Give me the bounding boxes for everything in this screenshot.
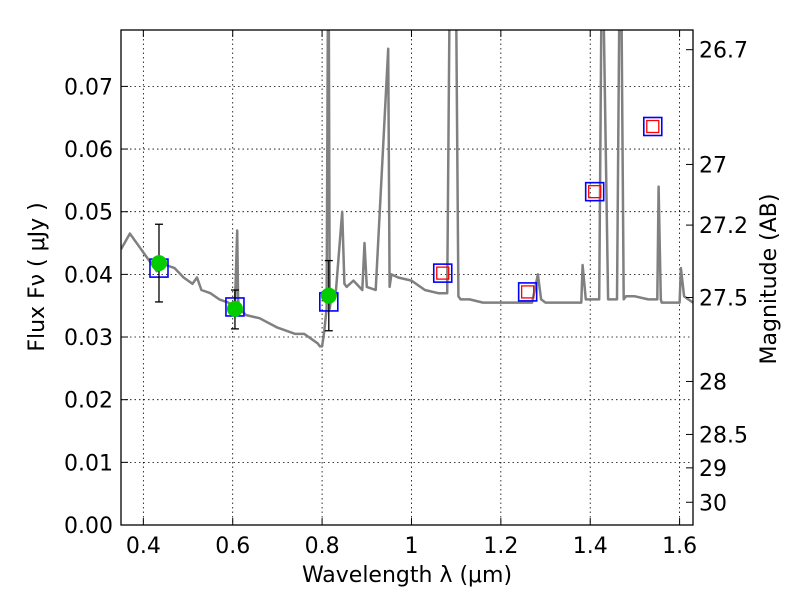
model-red-square bbox=[588, 185, 602, 199]
y2-tick-label: 27.5 bbox=[699, 287, 748, 312]
points-layer bbox=[149, 116, 663, 332]
observed-data-point bbox=[226, 300, 243, 317]
model-blue-square bbox=[584, 181, 605, 202]
x-tick-label: 1 bbox=[404, 534, 418, 559]
x-tick-label: 0.8 bbox=[305, 534, 340, 559]
y-axis-ticks: 0.00 0.01 0.02 0.03 0.04 0.05 0.06 0.07 bbox=[64, 75, 128, 539]
model-blue-square bbox=[517, 282, 538, 302]
plot-frame bbox=[120, 29, 694, 526]
model-red-square bbox=[436, 266, 450, 280]
x-tick-label: 0.4 bbox=[126, 534, 161, 559]
model-spectrum-line bbox=[121, 30, 693, 348]
model-red-square bbox=[646, 119, 660, 134]
y-axis-label: Flux Fν ( μJy ) bbox=[25, 202, 50, 351]
y-tick-label: 0.06 bbox=[64, 138, 113, 163]
y2-tick-label: 30 bbox=[699, 491, 727, 516]
x-tick-label: 0.6 bbox=[215, 534, 250, 559]
x-tick-label: 1.2 bbox=[483, 534, 518, 559]
y2-tick-label: 28 bbox=[699, 370, 727, 395]
model-red-square bbox=[521, 285, 535, 299]
observed-data-point bbox=[150, 255, 167, 272]
x-tick-label: 1.4 bbox=[573, 534, 608, 559]
model-blue-square bbox=[642, 116, 663, 137]
y2-tick-label: 28.5 bbox=[699, 423, 748, 448]
y-tick-label: 0.02 bbox=[64, 389, 113, 414]
x-axis-label: Wavelength λ (μm) bbox=[302, 563, 512, 588]
y-tick-label: 0.00 bbox=[64, 514, 113, 539]
y2-tick-label: 26.7 bbox=[699, 39, 748, 64]
y2-tick-label: 27 bbox=[699, 153, 727, 178]
spectrum-layer bbox=[121, 30, 693, 348]
y-tick-label: 0.04 bbox=[64, 263, 113, 288]
y2-axis-label: Magnitude (AB) bbox=[757, 194, 782, 365]
x-tick-label: 1.6 bbox=[662, 534, 697, 559]
y-tick-label: 0.05 bbox=[64, 201, 113, 226]
x-axis-ticks: 0.4 0.6 0.8 1 1.2 1.4 1.6 bbox=[126, 30, 697, 559]
model-blue-square bbox=[432, 263, 453, 283]
y-tick-label: 0.01 bbox=[64, 451, 113, 476]
y2-tick-label: 27.2 bbox=[699, 214, 748, 239]
y-tick-label: 0.03 bbox=[64, 326, 113, 351]
y2-axis-ticks: 26.7 27 27.2 27.5 28 28.5 29 30 bbox=[686, 39, 748, 516]
y2-tick-label: 29 bbox=[699, 457, 727, 482]
y-tick-label: 0.07 bbox=[64, 75, 113, 100]
observed-data-point bbox=[320, 287, 337, 304]
